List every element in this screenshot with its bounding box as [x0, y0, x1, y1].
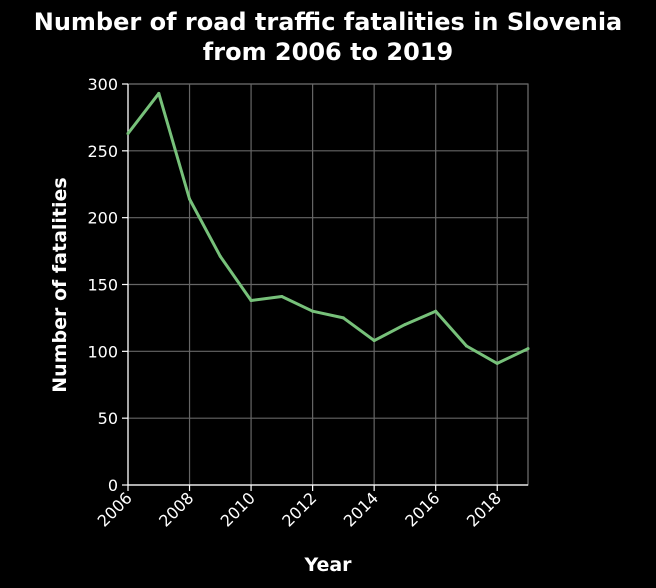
x-tick-label: 2010 — [217, 488, 259, 530]
series-layer — [126, 91, 530, 365]
x-tick-label: 2016 — [401, 488, 443, 530]
x-tick-label: 2014 — [340, 488, 382, 530]
y-axis-label: Number of fatalities — [49, 177, 71, 392]
y-tick-label: 250 — [87, 142, 118, 161]
data-point — [280, 295, 284, 299]
x-tick-label: 2018 — [463, 488, 505, 530]
y-tick-label: 150 — [87, 276, 118, 295]
y-tick-label: 0 — [108, 476, 118, 495]
data-point — [249, 299, 253, 303]
data-point — [434, 309, 438, 313]
y-tick-label: 100 — [87, 342, 118, 361]
x-axis-ticks: 2006 2008 2010 2012 2014 2016 2018 — [94, 484, 528, 531]
data-point — [372, 339, 376, 343]
data-point — [126, 131, 130, 135]
x-tick-label: 2006 — [94, 488, 136, 530]
x-tick-label: 2008 — [155, 488, 197, 530]
data-point — [403, 323, 407, 327]
data-point — [311, 309, 315, 313]
y-axis-ticks: 0 50 100 150 200 250 300 — [87, 75, 129, 495]
y-tick-label: 50 — [98, 409, 118, 428]
chart-title-line-2: from 2006 to 2019 — [203, 38, 453, 66]
x-tick-label: 2012 — [278, 488, 320, 530]
series-line — [126, 91, 530, 365]
data-point — [188, 197, 192, 201]
data-point — [526, 347, 530, 351]
y-tick-label: 200 — [87, 209, 118, 228]
data-point — [341, 316, 345, 320]
data-point — [495, 361, 499, 365]
chart-title-line-1: Number of road traffic fatalities in Slo… — [34, 8, 623, 36]
data-point — [157, 91, 161, 95]
data-point — [464, 344, 468, 348]
y-tick-label: 300 — [87, 75, 118, 94]
grid — [127, 83, 529, 486]
data-point — [218, 254, 222, 258]
x-axis-label: Year — [303, 554, 352, 576]
